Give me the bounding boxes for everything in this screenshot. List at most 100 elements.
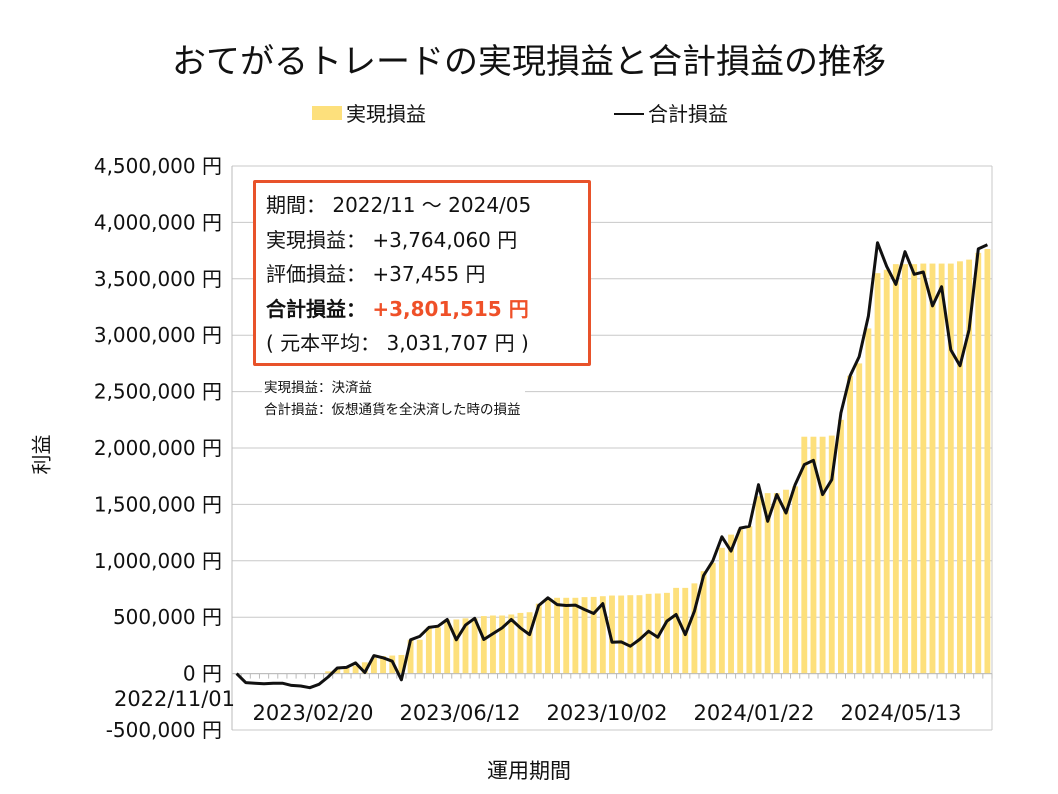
x-tick-label: 2024/01/22 — [693, 701, 814, 725]
bar — [581, 597, 588, 674]
total-value: +3,801,515 円 — [372, 296, 529, 321]
total-label: 合計損益： — [266, 296, 366, 321]
period-value: 2022/11 ～ 2024/05 — [332, 193, 532, 217]
line-series — [235, 241, 989, 690]
bar — [709, 562, 716, 674]
bar — [618, 595, 625, 674]
y-tick-label: 0 円 — [183, 662, 222, 686]
bar — [352, 665, 359, 674]
bar — [636, 595, 643, 674]
x-tick-label: 2022/11/01 — [114, 687, 235, 711]
bar — [691, 583, 698, 674]
legend-line-label: 合計損益 — [648, 102, 728, 126]
bar — [471, 618, 478, 674]
bar — [966, 259, 973, 674]
x-tick-label: 2023/10/02 — [546, 701, 667, 725]
bar — [416, 639, 423, 674]
bar — [554, 597, 560, 674]
bar — [929, 263, 936, 674]
bar — [856, 363, 863, 674]
bar — [453, 619, 460, 674]
y-tick-label: 3,500,000 円 — [94, 267, 222, 291]
bar — [892, 264, 899, 674]
bar — [609, 595, 615, 674]
legend-bar-label: 実現損益 — [346, 102, 426, 126]
axes — [231, 166, 993, 730]
y-tick-label: 500,000 円 — [113, 605, 222, 629]
bar — [499, 615, 506, 674]
bar — [792, 486, 799, 674]
bar — [398, 654, 405, 674]
bar — [874, 273, 881, 674]
summary-box: 期間： 2022/11 ～ 2024/05 実現損益： +3,764,060 円評… — [253, 180, 591, 366]
bar — [920, 263, 927, 674]
bar — [957, 261, 963, 674]
bar — [380, 656, 387, 674]
bar — [801, 436, 808, 674]
bar — [911, 264, 918, 674]
chart-title: おてがるトレードの実現損益と合計損益の推移 — [172, 42, 886, 82]
bar — [883, 269, 890, 674]
bar — [737, 529, 744, 674]
bar — [975, 252, 982, 674]
unrealized-label: 評価損益： — [266, 262, 366, 286]
bar — [627, 595, 634, 674]
period-label: 期間： — [266, 193, 326, 217]
bar — [847, 375, 854, 674]
legend-bar-swatch — [312, 106, 342, 120]
line-total — [235, 241, 989, 690]
y-tick-label: 3,000,000 円 — [94, 323, 222, 347]
bar — [490, 615, 496, 674]
period-row: 期間： 2022/11 ～ 2024/05 — [266, 188, 578, 223]
bar — [728, 534, 734, 674]
total-row: 合計損益： +3,801,515 円 — [266, 292, 578, 327]
bar — [590, 596, 597, 674]
x-tick-label: 2023/06/12 — [399, 701, 520, 725]
bar — [462, 618, 469, 674]
bar — [938, 263, 945, 674]
bar — [673, 587, 680, 674]
bar — [526, 612, 533, 674]
legend-line-swatch — [614, 113, 644, 115]
bar — [370, 657, 377, 674]
bar — [508, 614, 515, 674]
bar — [664, 592, 670, 674]
bar — [783, 489, 789, 674]
bar — [563, 597, 570, 674]
y-tick-labels: 4,500,000 円 4,000,000 円 3,500,000 円 3,000,0… — [94, 154, 222, 742]
bar — [755, 496, 762, 674]
realized-value: +3,764,060 円 — [372, 227, 518, 252]
bar — [572, 597, 579, 674]
bar — [599, 596, 606, 674]
bar — [947, 263, 954, 674]
bar — [819, 436, 826, 674]
bar — [343, 667, 350, 674]
bar — [764, 493, 771, 674]
x-axis-label: 運用期間 — [487, 759, 571, 783]
bar — [654, 593, 661, 674]
bar — [746, 526, 753, 674]
x-tick-label: 2024/05/13 — [840, 701, 961, 725]
bar — [480, 616, 487, 674]
y-tick-label: 2,500,000 円 — [94, 380, 222, 404]
bar — [902, 264, 908, 674]
unrealized-value: +37,455 円 — [372, 262, 486, 286]
principal-row: ( 元本平均： 3,031,707 円 ) — [266, 331, 529, 355]
y-tick-label: 2,000,000 円 — [94, 436, 222, 460]
x-tick-label: 2023/02/20 — [252, 701, 373, 725]
notes: 実現損益：決済益 合計損益：仮想通貨を全決済した時の損益 — [262, 377, 525, 421]
bar — [810, 436, 817, 674]
bar — [984, 249, 991, 674]
realized-row: 実現損益： +3,764,060 円 — [266, 223, 578, 258]
bar — [837, 419, 844, 674]
bar — [544, 598, 551, 674]
bar — [700, 571, 707, 674]
bar — [535, 603, 542, 674]
note-total: 合計損益：仮想通貨を全決済した時の損益 — [264, 402, 521, 418]
legend: 実現損益 合計損益 — [0, 98, 1058, 128]
x-tick-labels: 2022/11/01 2023/02/20 2023/06/12 2023/10/02… — [114, 687, 962, 725]
bar — [828, 435, 835, 674]
note-realized: 実現損益：決済益 — [264, 380, 372, 396]
y-tick-label: 4,500,000 円 — [94, 154, 222, 178]
